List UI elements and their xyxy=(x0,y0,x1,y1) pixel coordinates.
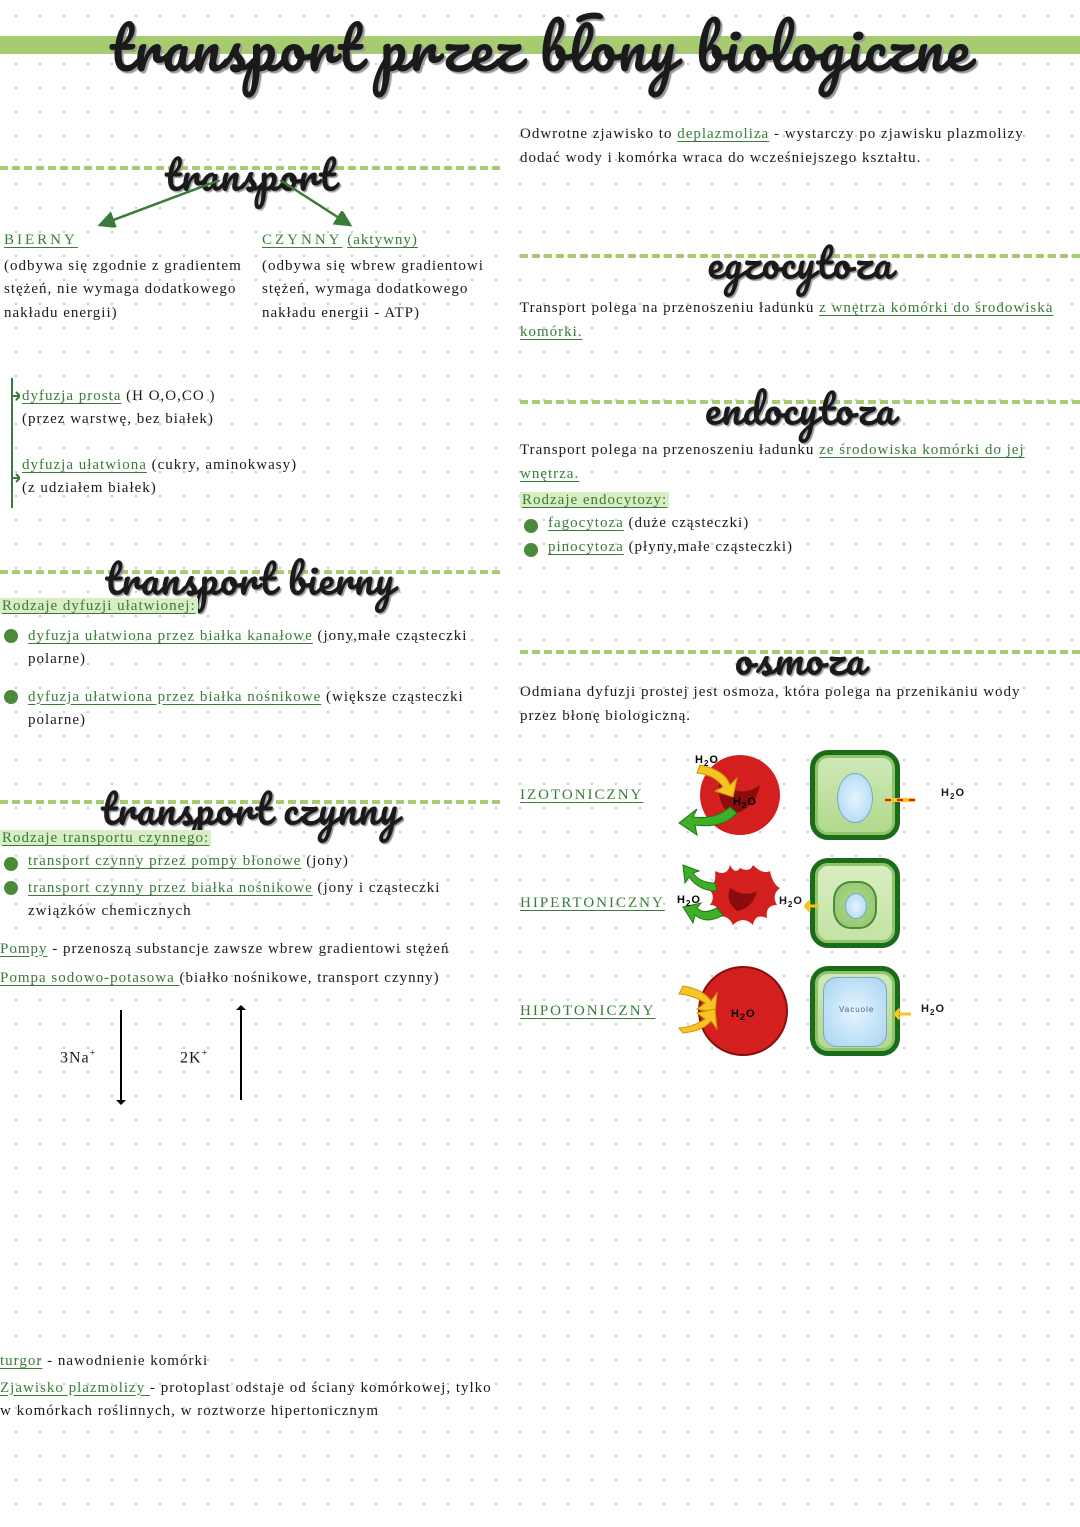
endo-item2-extra: (płyny,małe cząsteczki) xyxy=(624,539,793,555)
hypo-label: HIPOTONICZNY xyxy=(520,1003,655,1019)
czynny-label: CZYNNY xyxy=(262,232,343,248)
h2o-label: H2O xyxy=(779,895,803,909)
rule-endo: endocytoza xyxy=(520,400,1080,404)
header-endo: endocytoza xyxy=(693,374,907,444)
endo-item1-term: fagocytoza xyxy=(548,515,624,531)
header-egzo: egzocytoza xyxy=(695,228,905,298)
rule-czynny: transport czynny xyxy=(0,800,500,804)
defs-block: turgor - nawodnienie komórki Zjawisko pl… xyxy=(0,1350,500,1423)
pompa-nak-term: Pompa sodowo-potasowa xyxy=(0,970,180,986)
vacuole-label: Vacuole xyxy=(839,1005,874,1014)
bullet-dot xyxy=(4,881,18,895)
czynny-item1-extra: (jony) xyxy=(301,853,348,869)
deplazmoliza-term: deplazmoliza xyxy=(677,126,769,142)
bullet-dot xyxy=(4,629,18,643)
page-title: transport przez błony biologiczne xyxy=(0,0,1080,98)
tree-block: BIERNY (odbywa się zgodnie z gradientem … xyxy=(0,232,500,325)
bierny-item2-term: dyfuzja ułatwiona przez białka nośnikowe xyxy=(28,689,321,705)
endo-pre: Transport polega na przenoszeniu ładunku xyxy=(520,442,819,458)
hyper-plant-cell: H2O xyxy=(810,858,900,948)
bierny-label: BIERNY xyxy=(4,232,78,248)
pompy-term: Pompy xyxy=(0,941,48,957)
pump-arrow-down xyxy=(120,1010,122,1100)
pump-k-label: 2K+ xyxy=(180,1048,208,1067)
rule-transport: transport xyxy=(0,166,500,170)
endo-item2-term: pinocytoza xyxy=(548,539,624,555)
endo-block: Transport polega na przenoszeniu ładunku… xyxy=(520,438,1060,563)
dyfuzje-block: dyfuzja prosta (H O,O,CO ) (przez warstw… xyxy=(0,385,500,499)
dyfuzja-prosta-extra: (H O,O,CO ) xyxy=(121,388,215,404)
bierny-heading: Rodzaje dyfuzji ułatwionej: xyxy=(0,598,198,614)
czynny-item2-term: transport czynny przez białka nośnikowe xyxy=(28,880,313,896)
deplazmoliza-pre: Odwrotne zjawisko to xyxy=(520,126,677,142)
egzo-pre: Transport polega na przenoszeniu ładunku xyxy=(520,300,819,316)
bullet-dot xyxy=(4,857,18,871)
hypo-animal-cell: H2O xyxy=(690,966,780,1056)
dyfuzja-ulatwiona-sub: (z udziałem białek) xyxy=(22,477,500,500)
egzo-desc: Transport polega na przenoszeniu ładunku… xyxy=(520,296,1060,344)
turgor-term: turgor xyxy=(0,1353,42,1369)
plazmoliza-term: Zjawisko plazmolizy xyxy=(0,1380,150,1396)
osmosis-row-iso: IZOTONICZNY H2O H2O H2O xyxy=(520,750,1060,840)
svg-text:H2O: H2O xyxy=(677,894,701,908)
iso-plant-cell: H2O xyxy=(810,750,900,840)
dyfuzja-ulatwiona-extra: (cukry, aminokwasy) xyxy=(147,457,297,473)
bierny-section: Rodzaje dyfuzji ułatwionej: dyfuzja ułat… xyxy=(0,598,500,738)
iso-label: IZOTONICZNY xyxy=(520,787,643,803)
czynny-section: Rodzaje transportu czynnego: transport c… xyxy=(0,830,500,1120)
osmosis-row-hyper: HIPERTONICZNY H2O H2O xyxy=(520,858,1060,948)
h2o-label: H2O xyxy=(921,1003,945,1017)
hyper-animal-cell: H2O xyxy=(690,858,780,948)
czynny-desc: (odbywa się wbrew gradientowi stężeń, wy… xyxy=(262,255,500,325)
bullet-dot xyxy=(524,519,538,533)
dyfuzja-prosta-sub: (przez warstwę, bez białek) xyxy=(22,408,500,431)
turgor-extra: - nawodnienie komórki xyxy=(42,1353,208,1369)
svg-text:H2O: H2O xyxy=(695,754,719,768)
tree-arrows xyxy=(40,180,460,240)
osmosis-rows: IZOTONICZNY H2O H2O H2O HIPE xyxy=(520,750,1060,1074)
iso-animal-cell: H2O H2O xyxy=(690,750,780,840)
osmoza-desc: Odmiana dyfuzji prostej jest osmoza, któ… xyxy=(520,680,1060,728)
rule-bierny: transport bierny xyxy=(0,570,500,574)
bullet-dot xyxy=(524,543,538,557)
czynny-item1-term: transport czynny przez pompy błonowe xyxy=(28,853,301,869)
bierny-desc: (odbywa się zgodnie z gradientem stężeń,… xyxy=(4,255,242,325)
czynny-heading: Rodzaje transportu czynnego: xyxy=(0,830,211,846)
pump-diagram: 3Na+ 2K+ xyxy=(60,1000,500,1120)
czynny-label-extra: (aktywny) xyxy=(347,232,418,248)
pump-na-label: 3Na+ xyxy=(60,1048,96,1067)
pompy-extra: - przenoszą substancje zawsze wbrew grad… xyxy=(48,941,450,957)
h2o-label: H2O xyxy=(941,787,965,801)
endo-item1-extra: (duże cząsteczki) xyxy=(624,515,749,531)
dyfuzja-ulatwiona-term: dyfuzja ułatwiona xyxy=(22,457,147,473)
deplazmoliza-block: Odwrotne zjawisko to deplazmoliza - wyst… xyxy=(520,122,1060,170)
hyper-label: HIPERTONICZNY xyxy=(520,895,665,911)
rule-egzo: egzocytoza xyxy=(520,254,1080,258)
dyfuzja-prosta-term: dyfuzja prosta xyxy=(22,388,121,404)
bullet-dot xyxy=(4,690,18,704)
endo-heading: Rodzaje endocytozy: xyxy=(520,492,669,508)
osmosis-row-hypo: HIPOTONICZNY H2O Vacuole H2O xyxy=(520,966,1060,1056)
pump-arrow-up xyxy=(240,1010,242,1100)
hypo-plant-cell: Vacuole H2O xyxy=(810,966,900,1056)
pompa-nak-extra: (białko nośnikowe, transport czynny) xyxy=(180,970,440,986)
rule-osmoza: osmoza xyxy=(520,650,1080,654)
bierny-item1-term: dyfuzja ułatwiona przez białka kanałowe xyxy=(28,628,313,644)
